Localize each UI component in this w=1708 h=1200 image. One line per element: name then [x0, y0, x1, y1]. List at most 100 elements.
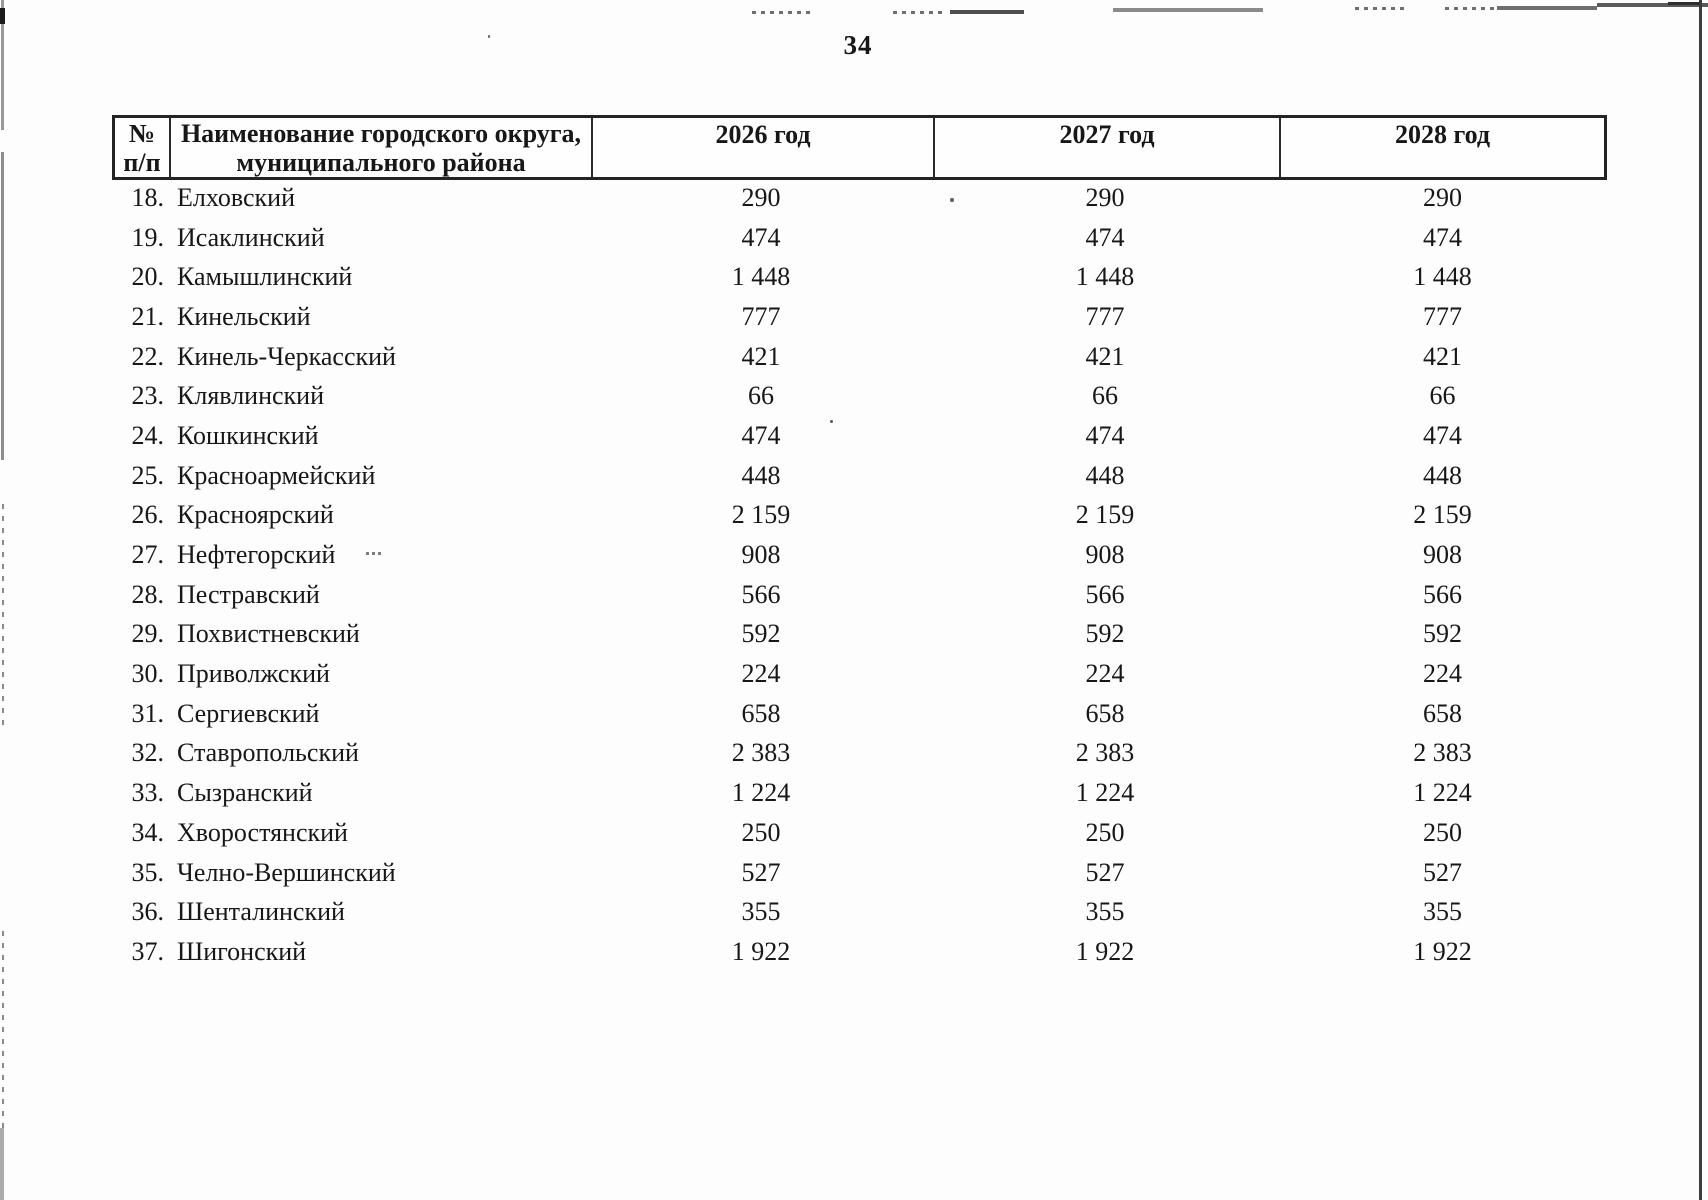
- table-row: 29. Похвистневский 592 592 592: [112, 615, 1607, 655]
- scan-artifact: [1445, 7, 1495, 10]
- value-2027-cell: 1 922: [1075, 936, 1135, 966]
- row-number-cell: 24.: [131, 420, 165, 450]
- table-row: 34. Хворостянский 250 250 250: [112, 813, 1607, 853]
- scan-artifact: [2, 500, 4, 725]
- table-row: 36. Шенталинский 355 355 355: [112, 892, 1607, 932]
- table-row: 20. Камышлинский 1 448 1 448 1 448: [112, 257, 1607, 297]
- district-name-cell: Хворостянский: [177, 817, 348, 847]
- value-2026-cell: 1 922: [731, 936, 791, 966]
- value-2027-cell: 250: [1085, 817, 1125, 847]
- scan-artifact: [1668, 2, 1700, 5]
- value-2026-cell: 66: [748, 381, 774, 411]
- page-number: 34: [843, 30, 873, 60]
- value-2027-cell: 421: [1085, 341, 1125, 371]
- table-body: 18. Елховский 290 290 290 19. Исаклински…: [112, 178, 1607, 972]
- value-2027-cell: 566: [1085, 579, 1125, 609]
- district-name-cell: Елховский: [177, 182, 295, 212]
- table-row: 37. Шигонский 1 922 1 922 1 922: [112, 932, 1607, 972]
- value-2026-cell: 1 448: [731, 262, 791, 292]
- row-number-cell: 30.: [131, 659, 165, 689]
- value-2026-cell: 2 159: [731, 500, 791, 530]
- row-number-cell: 27.: [131, 540, 165, 570]
- scan-artifact: [2, 928, 4, 1128]
- table-row: 35. Челно-Вершинский 527 527 527: [112, 853, 1607, 893]
- value-2028-cell: 448: [1423, 460, 1462, 490]
- value-2027-cell: 2 383: [1075, 738, 1135, 768]
- table-row: 21. Кинельский 777 777 777: [112, 297, 1607, 337]
- scan-artifact: [1113, 8, 1263, 12]
- district-name-cell: Кинель-Черкасский: [177, 341, 396, 371]
- value-2027-cell: 592: [1085, 619, 1125, 649]
- table-row: 28. Пестравский 566 566 566: [112, 575, 1607, 615]
- header-cell-num: № п/п: [115, 118, 171, 177]
- district-name-cell: Ставропольский: [177, 738, 359, 768]
- value-2028-cell: 290: [1423, 182, 1462, 212]
- value-2028-cell: 66: [1429, 381, 1456, 411]
- district-name-cell: Сызранский: [177, 778, 313, 808]
- table-row: 31. Сергиевский 658 658 658: [112, 694, 1607, 734]
- value-2028-cell: 908: [1423, 540, 1462, 570]
- value-2026-cell: 658: [741, 698, 781, 728]
- value-2027-cell: 1 224: [1075, 778, 1135, 808]
- table-row: 22. Кинель-Черкасский 421 421 421: [112, 337, 1607, 377]
- district-name-cell: Шенталинский: [177, 897, 345, 927]
- value-2027-cell: 448: [1085, 460, 1125, 490]
- table-header: № п/п Наименование городского округа, му…: [112, 115, 1607, 180]
- table-row: 32. Ставропольский 2 383 2 383 2 383: [112, 734, 1607, 774]
- scan-artifact: [893, 11, 947, 14]
- header-name-line1: Наименование городского округа,: [180, 119, 582, 148]
- row-number-cell: 19.: [131, 222, 165, 252]
- table-row: 33. Сызранский 1 224 1 224 1 224: [112, 773, 1607, 813]
- district-name-cell: Кинельский: [177, 301, 311, 331]
- scan-artifact: [1699, 0, 1702, 1200]
- value-2028-cell: 250: [1423, 817, 1462, 847]
- value-2027-cell: 777: [1085, 301, 1125, 331]
- scan-artifact: [1, 0, 4, 130]
- district-name-cell: Пестравский: [177, 579, 320, 609]
- row-number-cell: 21.: [131, 301, 165, 331]
- value-2026-cell: 224: [741, 659, 781, 689]
- scan-artifact: [1497, 6, 1597, 10]
- row-number-cell: 37.: [131, 936, 165, 966]
- row-number-cell: 20.: [131, 262, 165, 292]
- value-2026-cell: 908: [741, 540, 781, 570]
- header-cell-2027: 2027 год: [935, 118, 1281, 177]
- table-row: 24. Кошкинский 474 474 474: [112, 416, 1607, 456]
- row-number-cell: 29.: [131, 619, 165, 649]
- value-2028-cell: 658: [1423, 698, 1462, 728]
- header-name-line2: муниципального района: [236, 148, 526, 177]
- district-name-cell: Шигонский: [177, 936, 307, 966]
- district-name-cell: Сергиевский: [177, 698, 320, 728]
- value-2028-cell: 1 922: [1413, 936, 1472, 966]
- value-2026-cell: 250: [741, 817, 781, 847]
- value-2028-cell: 527: [1423, 857, 1462, 887]
- value-2026-cell: 1 224: [731, 778, 791, 808]
- scan-artifact: [1355, 7, 1407, 10]
- row-number-cell: 36.: [131, 897, 165, 927]
- value-2028-cell: 474: [1423, 420, 1462, 450]
- scan-artifact: [1, 152, 4, 460]
- value-2028-cell: 474: [1423, 222, 1462, 252]
- value-2028-cell: 1 448: [1413, 262, 1472, 292]
- scan-artifact: [752, 11, 814, 14]
- value-2026-cell: 474: [741, 420, 781, 450]
- value-2027-cell: 908: [1085, 540, 1125, 570]
- table-row: 23. Клявлинский 66 66 66: [112, 376, 1607, 416]
- row-number-cell: 26.: [131, 500, 165, 530]
- value-2028-cell: 2 383: [1413, 738, 1472, 768]
- value-2028-cell: 592: [1423, 619, 1462, 649]
- header-cell-2028: 2028 год: [1394, 120, 1491, 149]
- district-name-cell: Похвистневский: [177, 619, 360, 649]
- row-number-cell: 18.: [131, 182, 165, 212]
- value-2028-cell: 224: [1423, 659, 1462, 689]
- value-2026-cell: 527: [741, 857, 781, 887]
- district-name-cell: Приволжский: [177, 659, 330, 689]
- scan-artifact: [1597, 3, 1708, 7]
- district-name-cell: Исаклинский: [177, 222, 325, 252]
- value-2027-cell: 290: [1085, 182, 1125, 212]
- table-row: 18. Елховский 290 290 290: [112, 178, 1607, 218]
- header-cell-2026: 2026 год: [593, 118, 935, 177]
- value-2027-cell: 658: [1085, 698, 1125, 728]
- row-number-cell: 23.: [131, 381, 165, 411]
- value-2026-cell: 355: [741, 897, 781, 927]
